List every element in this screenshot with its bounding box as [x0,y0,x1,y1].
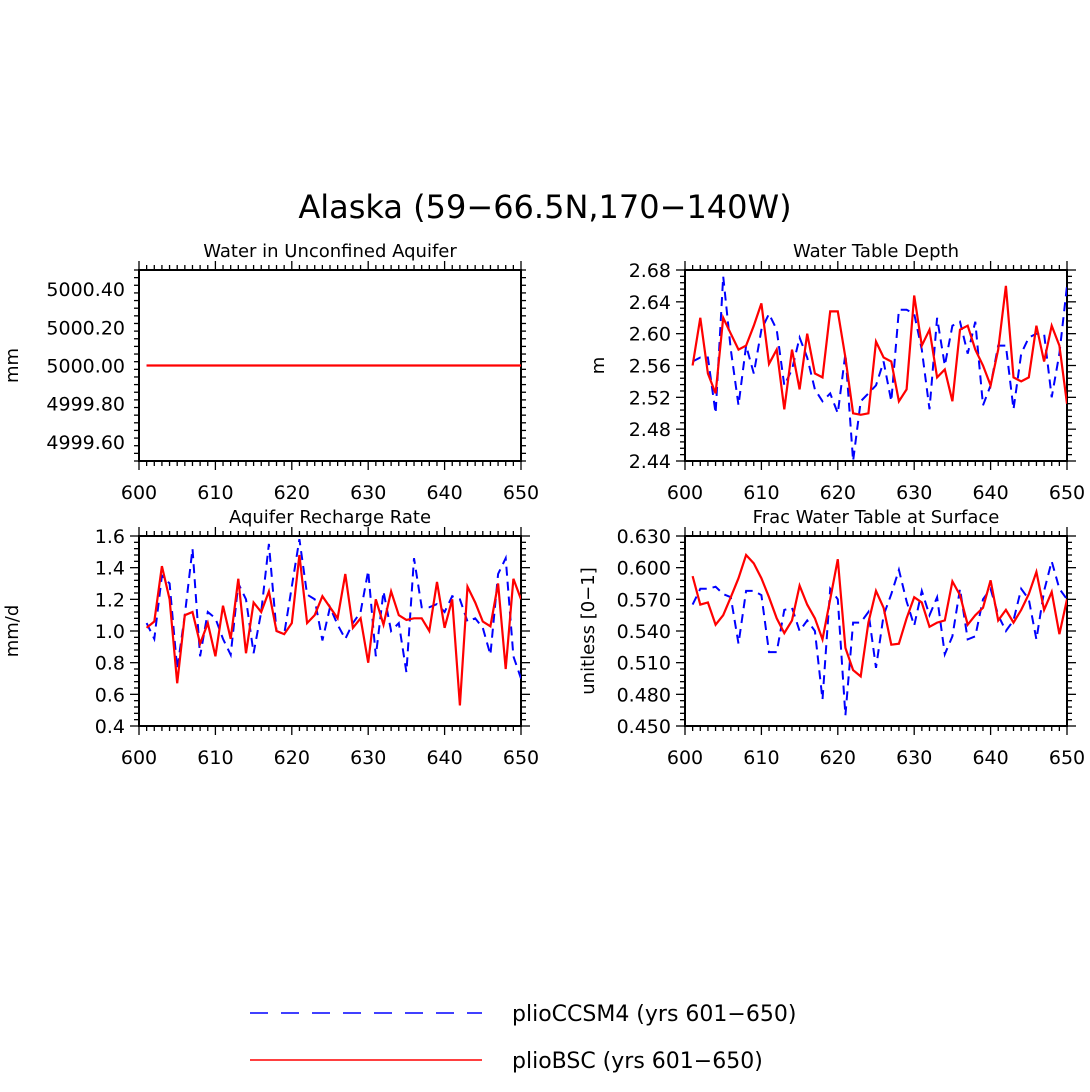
x-tick-label: 620 [820,747,856,769]
panel-2: Water Table Depth m 600 610 620 630 640 650 2.44… [588,241,1085,504]
legend: plioCCSM4 (yrs 601−650) plioBSC (yrs 601… [250,1002,796,1074]
x-tick-label: 640 [972,747,1008,769]
y-tick-label: 1.0 [95,621,125,643]
x-tick-label: 650 [1049,482,1085,504]
y-tick-label: 0.540 [617,621,671,643]
y-tick-label: 0.600 [617,558,671,580]
y-tick-label: 2.60 [629,324,671,346]
y-tick-label: 4999.60 [46,432,125,454]
y-axis-label: m [588,357,609,375]
series-line-pliocCSM4 [691,557,1067,716]
x-tick-label: 600 [667,482,703,504]
panel-3: Aquifer Recharge Rate mm/d 600 610 620 630 640… [2,507,539,769]
y-tick-label: 1.2 [95,589,125,611]
x-tick-label: 620 [820,482,856,504]
x-tick-label: 620 [274,747,310,769]
x-tick-label: 600 [121,482,157,504]
legend-label-pliocCSM4: plioCCSM4 (yrs 601−650) [512,1002,796,1027]
panel-4: Frac Water Table at Surface unitless [0−1… [578,507,1085,769]
y-tick-label: 2.56 [629,356,671,378]
panel-title: Aquifer Recharge Rate [229,507,431,528]
series-line-pliobsc [691,285,1067,416]
y-axis-label: unitless [0−1] [578,567,599,694]
panel-title: Frac Water Table at Surface [753,507,1000,528]
y-tick-label: 0.4 [95,716,125,738]
y-tick-label: 5000.40 [46,279,125,301]
panel-title: Water Table Depth [793,241,959,262]
y-tick-label: 0.570 [617,589,671,611]
x-tick-label: 640 [426,482,462,504]
x-tick-label: 630 [896,747,932,769]
figure-title: Alaska (59−66.5N,170−140W) [298,188,791,226]
series-line-pliobsc [691,552,1067,679]
panel-1: Water in Unconfined Aquifer mm 600 610 620 63… [2,241,539,504]
y-axis-label: mm [2,348,23,383]
x-tick-label: 600 [667,747,703,769]
x-tick-label: 600 [121,747,157,769]
y-tick-label: 1.4 [95,558,125,580]
y-tick-label: 0.6 [95,684,125,706]
y-tick-label: 5000.20 [46,317,125,339]
y-tick-label: 2.68 [629,260,671,282]
x-tick-label: 620 [274,482,310,504]
y-tick-label: 2.52 [629,387,671,409]
y-tick-label: 4999.80 [46,394,125,416]
panel-title: Water in Unconfined Aquifer [203,241,457,262]
y-tick-label: 2.48 [629,419,671,441]
y-tick-label: 1.6 [95,526,125,548]
y-tick-label: 0.510 [617,653,671,675]
panels-group: Water in Unconfined Aquifer mm 600 610 620 63… [2,241,1085,769]
x-tick-label: 650 [503,482,539,504]
x-tick-label: 630 [350,747,386,769]
x-tick-label: 630 [350,482,386,504]
x-tick-label: 630 [896,482,932,504]
y-tick-label: 0.630 [617,526,671,548]
series-line-pliocCSM4 [692,276,1067,462]
y-axis-label: mm/d [2,605,23,658]
y-tick-label: 2.64 [629,292,671,314]
x-tick-label: 610 [743,747,779,769]
series-line-pliobsc [145,554,521,706]
x-tick-label: 640 [972,482,1008,504]
x-tick-label: 610 [743,482,779,504]
x-tick-label: 650 [1049,747,1085,769]
x-tick-label: 610 [197,482,233,504]
y-tick-label: 0.450 [617,716,671,738]
x-tick-label: 650 [503,747,539,769]
legend-label-pliobsc: plioBSC (yrs 601−650) [512,1049,763,1074]
series-line-pliocCSM4 [145,539,521,679]
x-tick-label: 640 [426,747,462,769]
y-tick-label: 0.480 [617,684,671,706]
y-tick-label: 2.44 [629,451,671,473]
x-tick-label: 610 [197,747,233,769]
y-tick-label: 0.8 [95,653,125,675]
y-tick-label: 5000.00 [46,356,125,378]
